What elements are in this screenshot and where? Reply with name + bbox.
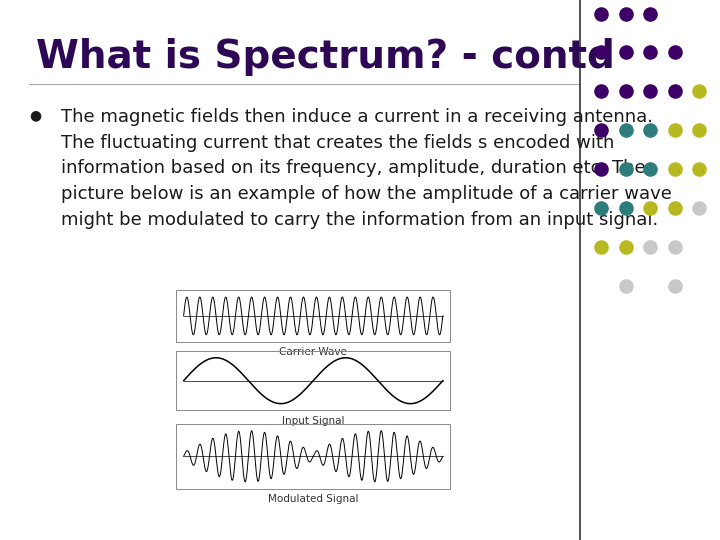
Point [644,48,656,57]
Point [693,87,705,96]
Text: Input Signal: Input Signal [282,415,344,426]
Point [693,204,705,212]
Bar [176,424,450,489]
Text: Carrier Wave: Carrier Wave [279,347,347,357]
Point [620,165,631,173]
Point [595,204,607,212]
Point [620,9,631,18]
Point [595,126,607,134]
Point [595,242,607,251]
Point [669,87,680,96]
Text: What is Spectrum? - contd: What is Spectrum? - contd [36,38,615,76]
Point [669,204,680,212]
Point [693,126,705,134]
Point [669,126,680,134]
Point [620,48,631,57]
Text: Modulated Signal: Modulated Signal [268,494,359,504]
Point [644,87,656,96]
Point [620,87,631,96]
Point [644,165,656,173]
Point [644,9,656,18]
Point [595,48,607,57]
Point [620,281,631,290]
Point [669,281,680,290]
Point [620,204,631,212]
Point [644,242,656,251]
Point [620,242,631,251]
Point [644,126,656,134]
Point [669,48,680,57]
Point [620,126,631,134]
Point [595,87,607,96]
Point [595,165,607,173]
Point [644,204,656,212]
Bar [176,291,450,342]
Point [595,9,607,18]
Point [669,242,680,251]
Point [669,165,680,173]
Bar [176,351,450,410]
Text: ●: ● [29,108,41,122]
Text: The magnetic fields then induce a current in a receiving antenna.
The fluctuatin: The magnetic fields then induce a curren… [61,108,672,229]
Point [693,165,705,173]
